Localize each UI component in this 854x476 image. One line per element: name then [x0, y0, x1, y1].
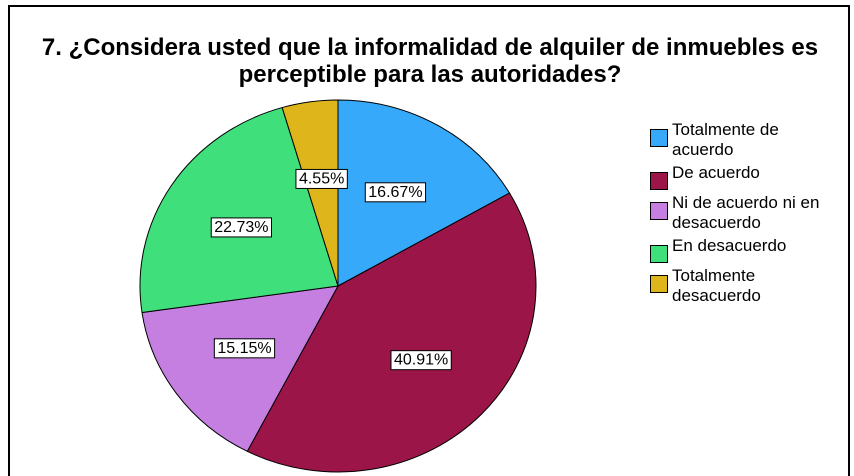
label-box [390, 350, 452, 371]
legend-label: De acuerdo [672, 163, 760, 182]
data-label: 22.73% [210, 217, 273, 238]
label-text: 40.91% [394, 352, 448, 369]
legend-label: Totalmente desacuerdo [672, 266, 761, 305]
pie-slice [141, 285, 339, 452]
legend-swatch [650, 172, 668, 190]
chart-frame [8, 5, 850, 476]
legend-entry: Totalmente de acuerdo [650, 120, 850, 160]
legend-swatch [650, 275, 668, 293]
legend-swatch [650, 129, 668, 147]
legend-swatch [650, 245, 668, 263]
label-box [213, 338, 276, 359]
label-box [295, 168, 348, 189]
chart-title: 7. ¿Considera usted que la informalidad … [41, 34, 819, 88]
legend-swatch [650, 202, 668, 220]
label-box [364, 182, 427, 203]
data-label: 16.67% [364, 182, 427, 203]
legend-entry: Ni de acuerdo ni en desacuerdo [650, 193, 850, 233]
pie-slice [246, 192, 537, 473]
data-label: 15.15% [213, 338, 276, 359]
legend-label: Ni de acuerdo ni en desacuerdo [672, 193, 820, 232]
legend: Totalmente de acuerdo De acuerdo Ni de acu… [650, 120, 850, 309]
label-text: 4.55% [299, 170, 344, 187]
legend-label: Totalmente de acuerdo [672, 120, 779, 159]
data-label: 4.55% [295, 168, 348, 189]
legend-entry: Totalmente desacuerdo [650, 266, 850, 306]
legend-entry: De acuerdo [650, 163, 850, 190]
pie-slice [139, 106, 339, 314]
data-label: 40.91% [390, 350, 452, 371]
label-text: 22.73% [214, 219, 268, 236]
pie-slice [281, 99, 339, 287]
legend-entry: En desacuerdo [650, 236, 850, 263]
label-text: 15.15% [217, 340, 271, 357]
label-text: 16.67% [368, 184, 422, 201]
legend-label: En desacuerdo [672, 236, 787, 255]
label-box [210, 217, 273, 238]
